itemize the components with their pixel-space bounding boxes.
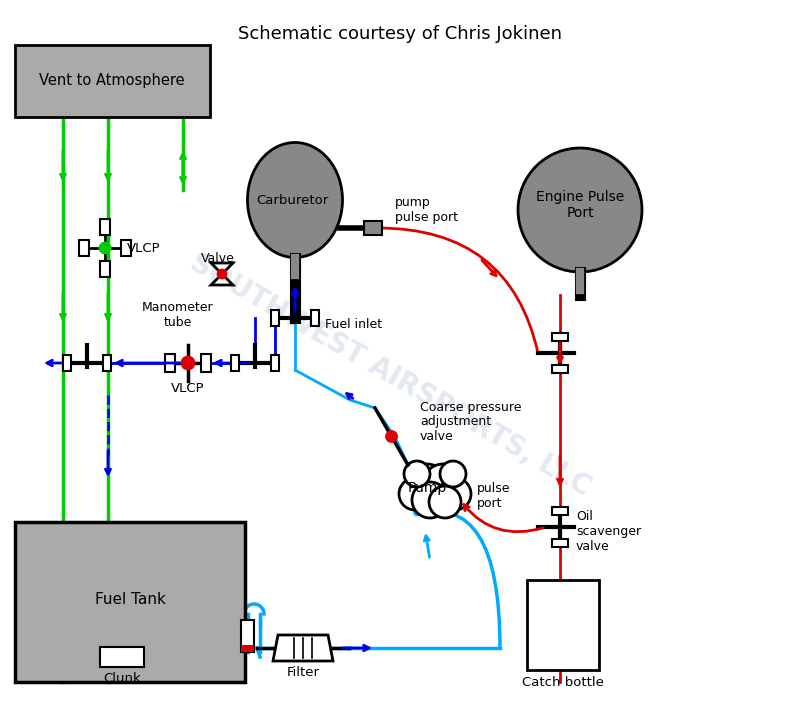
Circle shape <box>100 243 110 253</box>
Bar <box>100 219 110 235</box>
Bar <box>552 539 568 547</box>
Bar <box>271 310 279 326</box>
Circle shape <box>412 482 448 518</box>
Circle shape <box>407 464 447 504</box>
Bar <box>241 645 254 652</box>
Text: Engine Pulse
Port: Engine Pulse Port <box>536 190 624 220</box>
Circle shape <box>182 357 194 369</box>
Bar <box>311 310 319 326</box>
Bar <box>552 507 568 515</box>
Polygon shape <box>273 635 333 661</box>
Bar <box>103 355 111 371</box>
Text: Fuel Tank: Fuel Tank <box>94 592 166 607</box>
Bar <box>121 240 131 256</box>
Bar <box>364 221 382 235</box>
Text: Fuel inlet: Fuel inlet <box>325 318 382 330</box>
Circle shape <box>399 478 431 510</box>
Bar <box>15 522 245 682</box>
Bar <box>165 354 175 372</box>
Bar <box>100 647 144 667</box>
Circle shape <box>386 431 397 441</box>
Text: VLCP: VLCP <box>127 241 161 254</box>
Bar <box>79 240 89 256</box>
Text: Valve: Valve <box>201 251 235 264</box>
Circle shape <box>439 478 471 510</box>
Bar <box>201 354 211 372</box>
Polygon shape <box>211 263 233 274</box>
Text: Manometer
tube: Manometer tube <box>142 301 214 329</box>
Text: Vent to Atmosphere: Vent to Atmosphere <box>39 73 185 88</box>
Text: Oil
scavenger
valve: Oil scavenger valve <box>576 510 641 553</box>
Bar <box>552 333 568 341</box>
Polygon shape <box>211 274 233 285</box>
Bar <box>241 620 254 652</box>
Text: SOUTHWEST AIRSPORTS, LLC: SOUTHWEST AIRSPORTS, LLC <box>185 248 595 501</box>
Text: Schematic courtesy of Chris Jokinen: Schematic courtesy of Chris Jokinen <box>238 25 562 43</box>
Bar <box>552 365 568 373</box>
Text: pump
pulse port: pump pulse port <box>395 196 458 224</box>
Bar <box>100 261 110 277</box>
Text: pulse
port: pulse port <box>477 482 510 510</box>
Bar <box>231 355 239 371</box>
Circle shape <box>423 464 463 504</box>
Text: Catch bottle: Catch bottle <box>522 676 604 689</box>
Text: Carburetor: Carburetor <box>256 194 328 206</box>
Text: Coarse pressure
adjustment
valve: Coarse pressure adjustment valve <box>420 400 522 444</box>
Ellipse shape <box>247 142 342 258</box>
Text: Clunk: Clunk <box>103 671 141 684</box>
Text: Filter: Filter <box>286 666 319 679</box>
Bar <box>63 355 71 371</box>
Bar <box>527 580 599 670</box>
Text: VLCP: VLCP <box>171 382 205 395</box>
Circle shape <box>518 148 642 272</box>
Circle shape <box>218 270 226 278</box>
Bar <box>15 45 210 117</box>
Bar <box>271 355 279 371</box>
Circle shape <box>429 486 461 518</box>
Text: Pump: Pump <box>407 481 446 495</box>
Circle shape <box>404 461 430 487</box>
Circle shape <box>440 461 466 487</box>
